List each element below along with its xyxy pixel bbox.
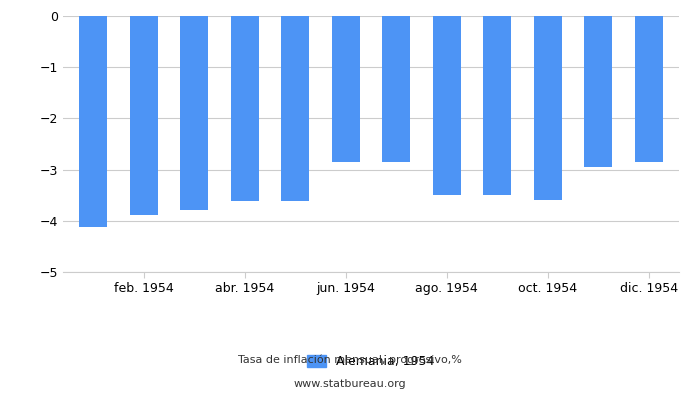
Bar bbox=[281, 16, 309, 201]
Bar bbox=[79, 16, 107, 227]
Bar bbox=[534, 16, 561, 200]
Bar bbox=[483, 16, 511, 195]
Text: Tasa de inflación mensual, progresivo,%: Tasa de inflación mensual, progresivo,% bbox=[238, 355, 462, 365]
Text: www.statbureau.org: www.statbureau.org bbox=[294, 379, 406, 389]
Bar bbox=[635, 16, 663, 162]
Bar bbox=[382, 16, 410, 162]
Bar bbox=[130, 16, 158, 215]
Bar bbox=[584, 16, 612, 167]
Bar bbox=[332, 16, 360, 162]
Bar bbox=[433, 16, 461, 195]
Legend: Alemania, 1954: Alemania, 1954 bbox=[302, 350, 440, 373]
Bar bbox=[231, 16, 259, 201]
Bar bbox=[181, 16, 208, 210]
